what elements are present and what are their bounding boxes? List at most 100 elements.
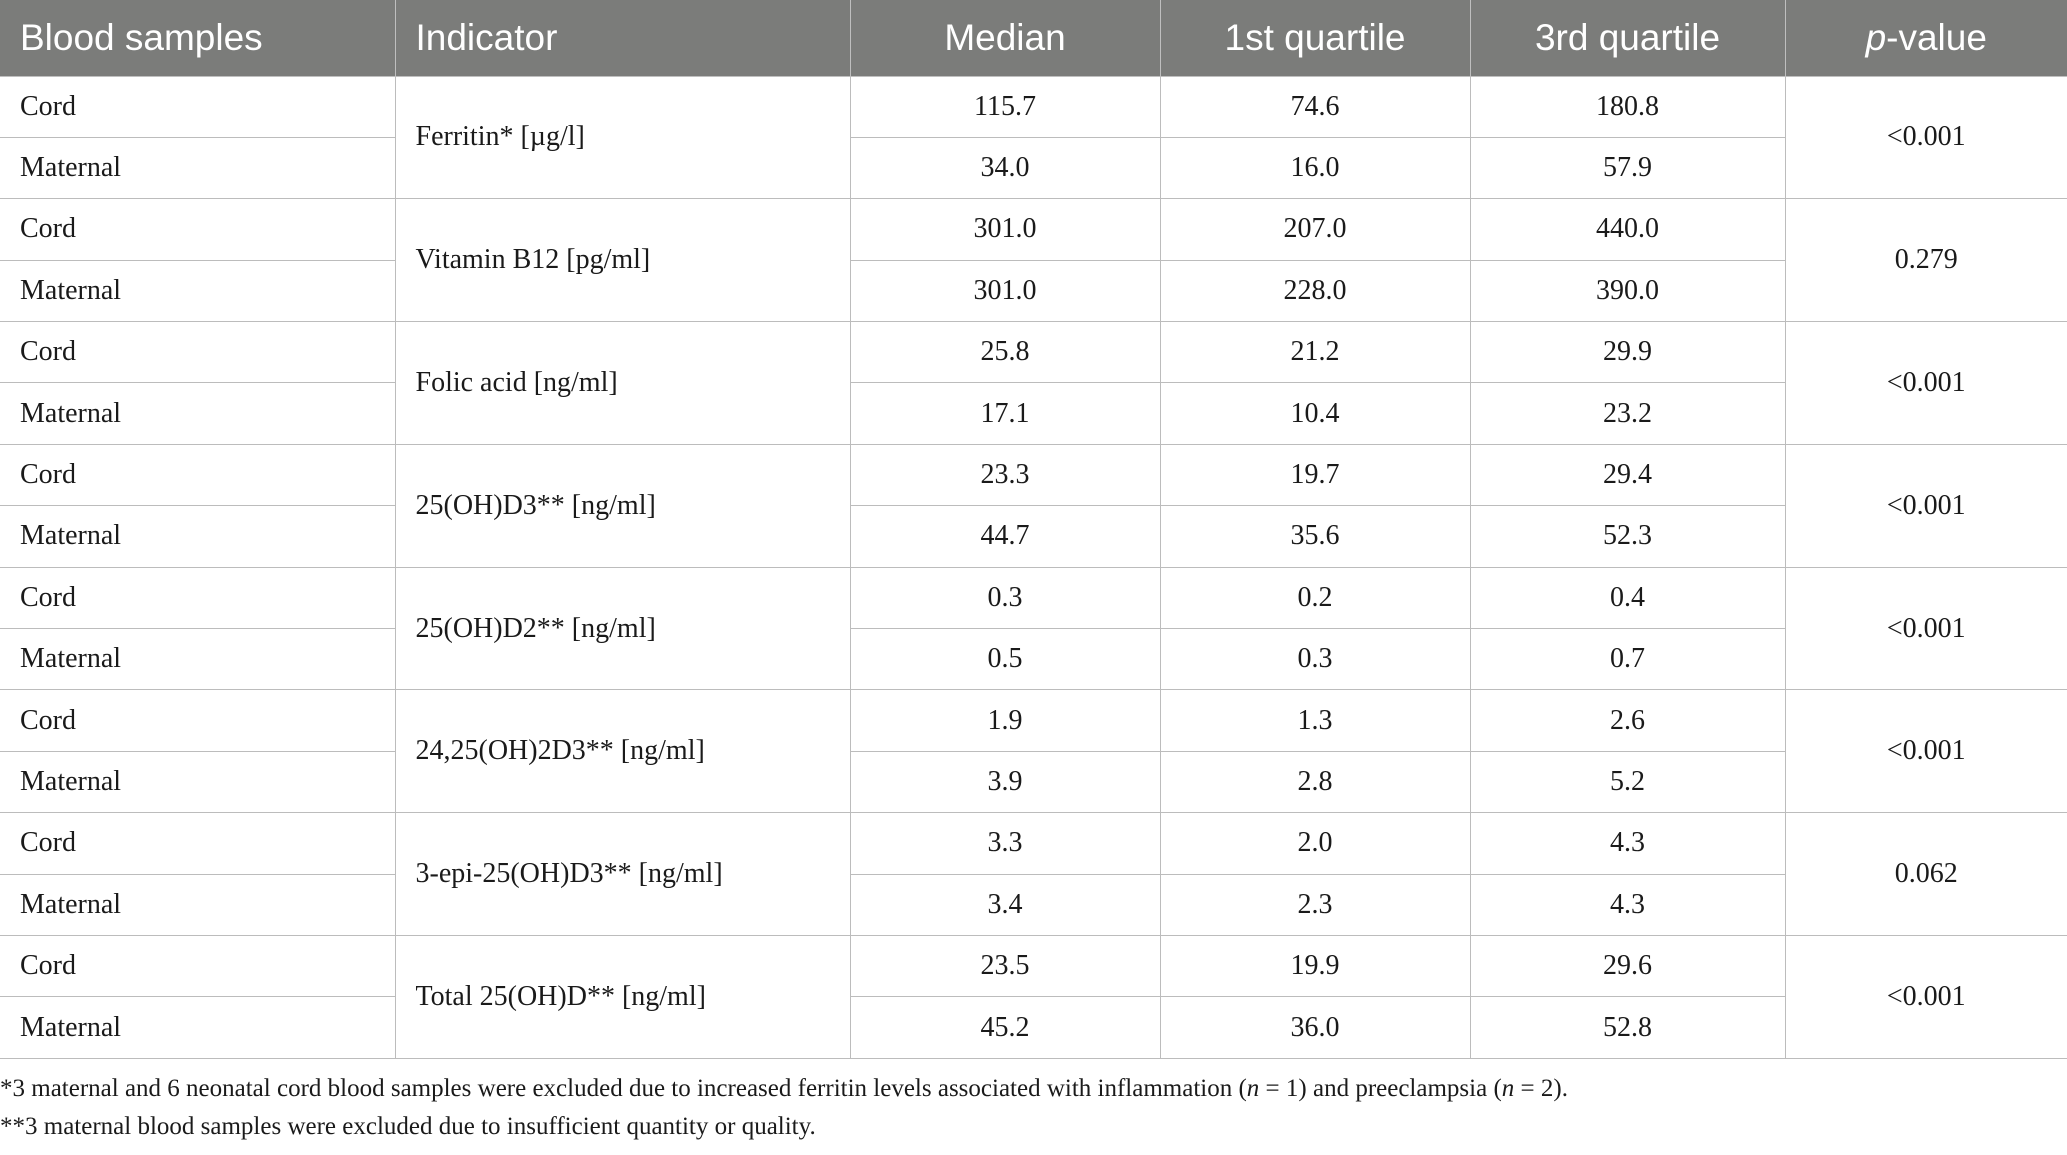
table-row: Cord 25(OH)D2** [ng/ml] 0.3 0.2 0.4 <0.001 [0, 566, 2067, 691]
cell-blood-sample: Cord [0, 812, 396, 875]
cell-blood-sample: Maternal [0, 628, 396, 691]
cell-first-quartile: 228.0 [1159, 259, 1471, 323]
cell-blood-sample: Maternal [0, 136, 396, 200]
cell-median: 23.5 [849, 934, 1161, 998]
table-row: Cord 25(OH)D3** [ng/ml] 23.3 19.7 29.4 <0.001 [0, 443, 2067, 568]
cell-third-quartile: 57.9 [1469, 136, 1785, 200]
cell-first-quartile: 74.6 [1159, 75, 1471, 138]
cell-median: 3.4 [849, 873, 1161, 936]
header-p-value-suffix: -value [1886, 16, 1987, 58]
cell-third-quartile: 52.8 [1469, 996, 1785, 1059]
cell-p-value: <0.001 [1784, 443, 2067, 568]
table-row: Cord Vitamin B12 [pg/ml] 301.0 207.0 440.0 0.… [0, 198, 2067, 323]
table-row: Cord Ferritin* [µg/l] 115.7 74.6 180.8 <0.001 [0, 75, 2067, 200]
cell-first-quartile: 2.8 [1159, 750, 1471, 814]
header-median: Median [850, 0, 1161, 77]
cell-p-value: <0.001 [1784, 689, 2067, 814]
table-row: Cord 24,25(OH)2D3** [ng/ml] 1.9 1.3 2.6 <0.00… [0, 689, 2067, 814]
cell-indicator: 25(OH)D3** [ng/ml] [394, 443, 851, 568]
cell-median: 1.9 [849, 689, 1161, 752]
table-row: Cord Total 25(OH)D** [ng/ml] 23.5 19.9 29.6 <… [0, 934, 2067, 1059]
cell-blood-sample: Cord [0, 689, 396, 752]
table-row: Maternal 301.0 228.0 390.0 [0, 259, 2067, 323]
table-row: Maternal 17.1 10.4 23.2 [0, 382, 2067, 445]
header-third-quartile: 3rd quartile [1470, 0, 1786, 77]
cell-third-quartile: 29.4 [1469, 443, 1786, 507]
cell-first-quartile: 207.0 [1159, 198, 1471, 261]
cell-first-quartile: 2.3 [1159, 873, 1471, 936]
cell-p-value: <0.001 [1784, 75, 2067, 200]
footnote-ferritin-n2: n [1501, 1075, 1515, 1102]
cell-median: 3.3 [849, 812, 1161, 875]
table-row: Maternal 45.2 36.0 52.8 [0, 996, 2067, 1059]
cell-third-quartile: 52.3 [1469, 505, 1785, 568]
cell-third-quartile: 180.8 [1469, 75, 1786, 138]
cell-p-value: <0.001 [1784, 566, 2067, 691]
cell-first-quartile: 19.9 [1159, 934, 1471, 998]
cell-first-quartile: 0.2 [1159, 566, 1471, 630]
cell-first-quartile: 2.0 [1159, 812, 1471, 875]
cell-blood-sample: Maternal [0, 259, 396, 323]
cell-indicator: Ferritin* [µg/l] [394, 75, 851, 200]
cell-indicator: Total 25(OH)D** [ng/ml] [394, 934, 851, 1059]
footnote-ferritin-text-b: = 1) and preeclampsia ( [1259, 1075, 1502, 1102]
cell-median: 115.7 [849, 75, 1161, 138]
footnotes: *3 maternal and 6 neonatal cord blood sa… [0, 1070, 2067, 1146]
cell-median: 301.0 [849, 198, 1161, 261]
cell-p-value: 0.279 [1784, 198, 2067, 323]
cell-third-quartile: 4.3 [1469, 812, 1786, 875]
footnote-vitamin-d: **3 maternal blood samples were excluded… [0, 1113, 816, 1140]
table-row: Maternal 34.0 16.0 57.9 [0, 136, 2067, 200]
cell-third-quartile: 4.3 [1469, 873, 1785, 936]
cell-third-quartile: 29.6 [1469, 934, 1786, 998]
table-row: Maternal 0.5 0.3 0.7 [0, 628, 2067, 691]
table-row: Cord 3-epi-25(OH)D3** [ng/ml] 3.3 2.0 4.3 0.0… [0, 812, 2067, 936]
cell-first-quartile: 0.3 [1159, 628, 1471, 691]
cell-first-quartile: 19.7 [1159, 443, 1471, 507]
cell-third-quartile: 2.6 [1469, 689, 1786, 752]
cell-indicator: 25(OH)D2** [ng/ml] [394, 566, 851, 691]
footnote-ferritin-text-c: = 2). [1514, 1075, 1568, 1102]
table-row: Maternal 44.7 35.6 52.3 [0, 505, 2067, 568]
cell-first-quartile: 10.4 [1159, 382, 1471, 445]
cell-blood-sample: Cord [0, 75, 396, 138]
table-body: Cord Ferritin* [µg/l] 115.7 74.6 180.8 <0.001… [0, 75, 2067, 1059]
cell-first-quartile: 16.0 [1159, 136, 1471, 200]
cell-third-quartile: 0.4 [1469, 566, 1786, 630]
cell-p-value: <0.001 [1784, 321, 2067, 445]
cell-blood-sample: Cord [0, 321, 396, 384]
header-p-value: p-value [1785, 0, 2067, 77]
cell-median: 0.3 [849, 566, 1161, 630]
cell-indicator: Folic acid [ng/ml] [394, 321, 851, 445]
cell-third-quartile: 29.9 [1469, 321, 1786, 384]
header-p-value-italic: p [1865, 16, 1887, 58]
cell-p-value: <0.001 [1784, 934, 2067, 1059]
table-header: Blood samples Indicator Median 1st quart… [0, 0, 2067, 77]
cell-indicator: 24,25(OH)2D3** [ng/ml] [394, 689, 851, 814]
cell-first-quartile: 21.2 [1159, 321, 1471, 384]
cell-third-quartile: 5.2 [1469, 750, 1785, 814]
cell-blood-sample: Cord [0, 566, 396, 630]
cell-median: 301.0 [849, 259, 1161, 323]
cell-blood-sample: Cord [0, 934, 396, 998]
cell-median: 25.8 [849, 321, 1161, 384]
cell-first-quartile: 35.6 [1159, 505, 1471, 568]
footnote-ferritin-n1: n [1246, 1075, 1260, 1102]
cell-blood-sample: Maternal [0, 750, 396, 814]
cell-third-quartile: 0.7 [1469, 628, 1785, 691]
cell-median: 0.5 [849, 628, 1161, 691]
cell-third-quartile: 23.2 [1469, 382, 1785, 445]
footnote-ferritin-text-a: *3 maternal and 6 neonatal cord blood sa… [0, 1075, 1247, 1102]
results-table: Blood samples Indicator Median 1st quart… [0, 0, 2067, 1059]
table-row: Cord Folic acid [ng/ml] 25.8 21.2 29.9 <0.001 [0, 321, 2067, 445]
header-row: Blood samples Indicator Median 1st quart… [0, 0, 2067, 77]
cell-blood-sample: Cord [0, 198, 396, 261]
cell-indicator: 3-epi-25(OH)D3** [ng/ml] [394, 812, 851, 936]
cell-third-quartile: 390.0 [1469, 259, 1785, 323]
cell-median: 45.2 [849, 996, 1161, 1059]
header-blood-samples: Blood samples [0, 0, 396, 77]
cell-median: 34.0 [849, 136, 1161, 200]
cell-median: 44.7 [849, 505, 1161, 568]
cell-median: 17.1 [849, 382, 1161, 445]
